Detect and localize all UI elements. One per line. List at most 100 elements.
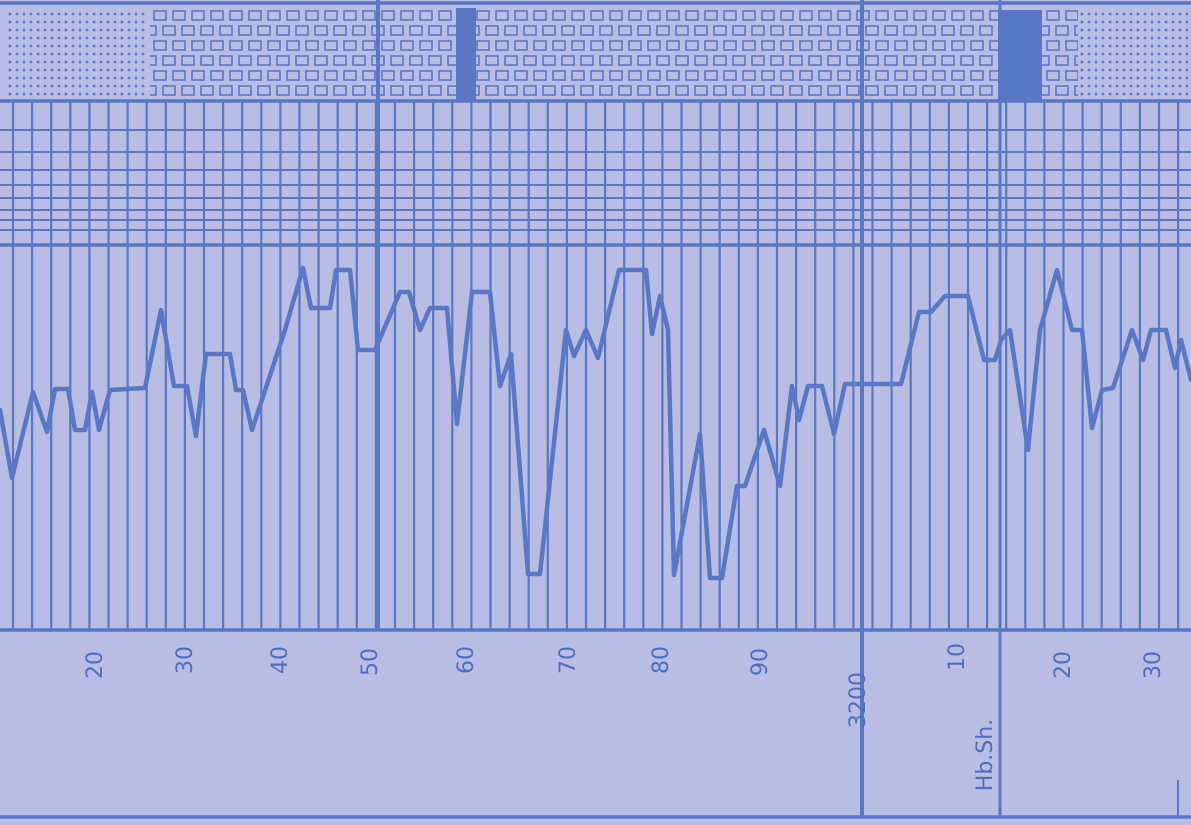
sand-dot [99,20,103,24]
sand-dot [141,28,145,32]
sand-dot [36,44,40,48]
sand-dot [1080,28,1084,32]
sand-dot [141,92,145,96]
sand-dot [1157,52,1161,56]
sand-dot [64,12,68,16]
sand-dot [22,52,26,56]
sand-dot [50,68,54,72]
sand-dot [1101,36,1105,40]
brick-cell [932,70,946,81]
brick-cell [951,10,965,21]
brick-cell [685,70,699,81]
sand-dot [1101,76,1105,80]
sand-dot [1143,84,1147,88]
brick-cell [818,40,832,51]
brick-cell [172,10,186,21]
sand-dot [1108,28,1112,32]
sand-dot [1143,60,1147,64]
brick-cell [153,40,167,51]
brick-cell [780,10,794,21]
sand-dot [36,20,40,24]
brick-cell [827,55,841,66]
brick-cell [970,40,984,51]
sand-dot [1115,60,1119,64]
brick-cell [656,85,670,96]
sand-dot [1101,28,1105,32]
sand-dot [15,20,19,24]
sand-dot [1094,28,1098,32]
brick-cell [419,40,433,51]
sand-dot [1129,84,1133,88]
sand-dot [92,60,96,64]
sand-dot [78,36,82,40]
depth-labels: 20 30 40 50 60 70 80 90 3200 10 20 30 Hb… [83,643,1166,791]
brick-cell [580,85,594,96]
sand-dot [1157,60,1161,64]
brick-cell [552,10,566,21]
brick-cell [751,55,765,66]
brick-cell [903,55,917,66]
brick-cell [381,40,395,51]
brick-cell [875,70,889,81]
sand-dot [1185,84,1189,88]
shale-block-1 [456,8,476,101]
sand-dot [29,36,33,40]
brick-cell [960,55,974,66]
brick-cell [894,40,908,51]
sand-dot [113,84,117,88]
brick-cell [362,40,376,51]
brick-cell [552,40,566,51]
sand-dot [85,60,89,64]
sand-dot [106,36,110,40]
brick-cell [732,25,746,36]
sand-dot [85,76,89,80]
sand-dot [99,52,103,56]
brick-cell [628,70,642,81]
sand-dot [134,12,138,16]
brick-cell [941,25,955,36]
sand-dot [1185,76,1189,80]
sand-dot [1101,68,1105,72]
brick-cell [808,55,822,66]
brick-cell [1046,40,1060,51]
sand-dot [1178,76,1182,80]
brick-cell [922,25,936,36]
sand-dot [22,12,26,16]
sand-dot [1122,92,1126,96]
sand-dot [120,84,124,88]
sand-dot [1087,68,1091,72]
brick-cell [409,55,423,66]
sand-dot [43,92,47,96]
brick-cell [932,40,946,51]
sand-dot [50,28,54,32]
brick-cell [789,85,803,96]
sand-dot [99,28,103,32]
brick-cell [903,85,917,96]
sand-dot [78,84,82,88]
sand-dot [1129,36,1133,40]
sand-dot [120,28,124,32]
brick-cell [438,10,452,21]
sand-zone-left [0,9,150,100]
sand-dot [127,76,131,80]
sand-dot [106,60,110,64]
brick-cell [324,40,338,51]
sand-dot [1115,28,1119,32]
sand-dot [99,36,103,40]
sand-dot [92,12,96,16]
sand-dot [1094,76,1098,80]
sand-dot [1129,92,1133,96]
brick-cell [637,85,651,96]
brick-cell [894,10,908,21]
brick-cell [666,40,680,51]
sand-dot [1115,76,1119,80]
brick-cell [799,40,813,51]
sand-dot [1108,20,1112,24]
brick-cell [884,25,898,36]
brick-cell [314,85,328,96]
brick-cell [495,70,509,81]
sand-dot [64,60,68,64]
brick-cell [162,85,176,96]
